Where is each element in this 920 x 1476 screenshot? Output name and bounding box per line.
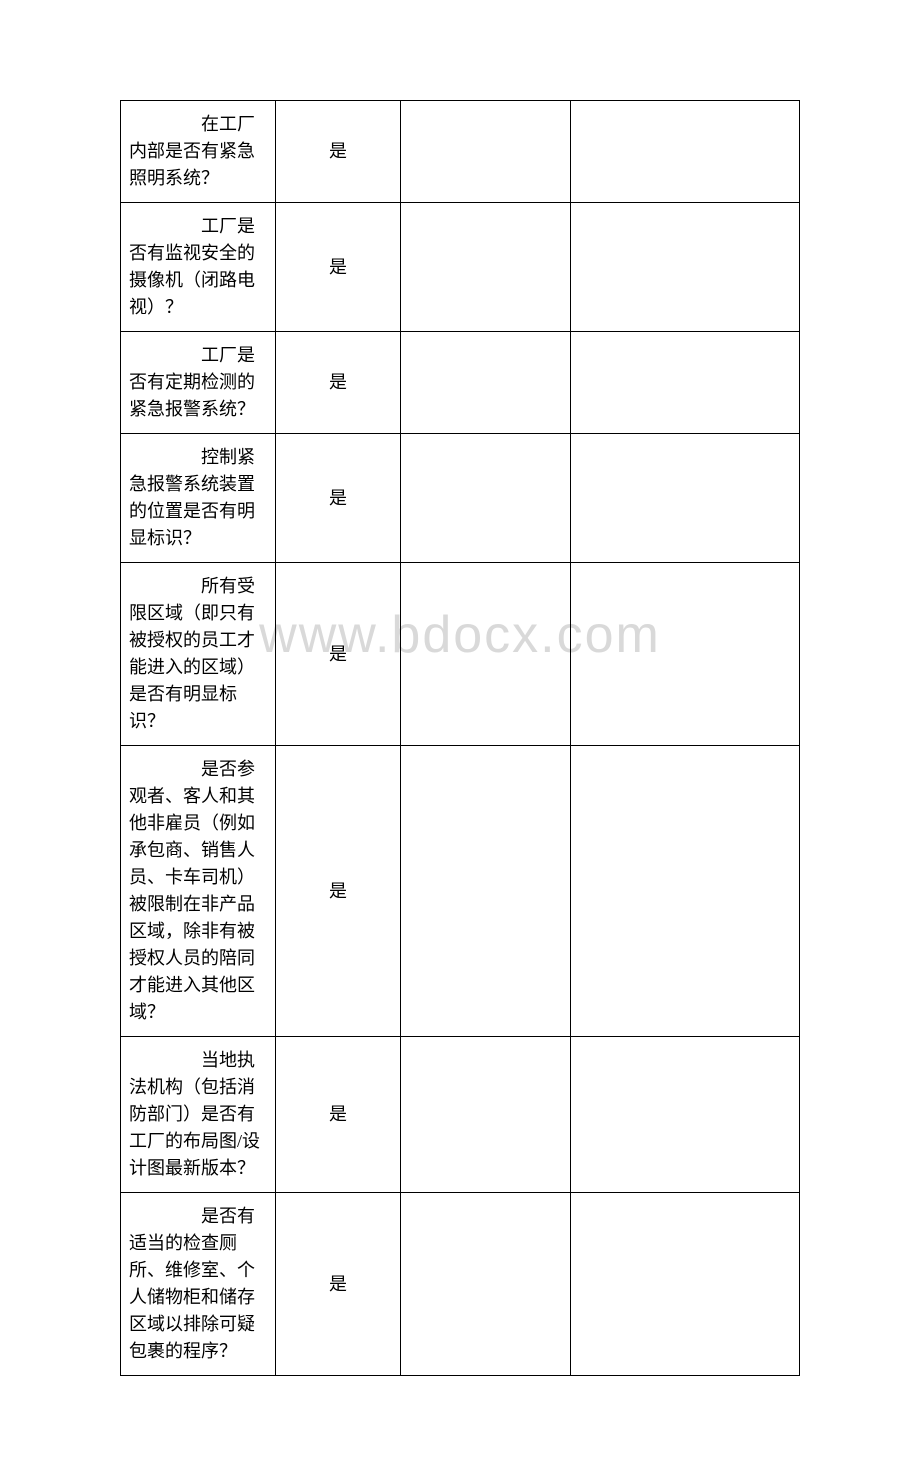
empty-cell bbox=[571, 563, 800, 746]
table-row: 是否参观者、客人和其他非雇员（例如承包商、销售人员、卡车司机）被限制在非产品区域… bbox=[121, 746, 800, 1037]
empty-cell bbox=[401, 332, 571, 434]
answer-cell: 是 bbox=[276, 203, 401, 332]
question-cell: 是否有适当的检查厕所、维修室、个人储物柜和储存区域以排除可疑包裹的程序？ bbox=[121, 1193, 276, 1376]
empty-cell bbox=[571, 1193, 800, 1376]
table-row: 工厂是否有定期检测的紧急报警系统？ 是 bbox=[121, 332, 800, 434]
question-cell: 在工厂内部是否有紧急照明系统？ bbox=[121, 101, 276, 203]
answer-cell: 是 bbox=[276, 746, 401, 1037]
empty-cell bbox=[571, 746, 800, 1037]
answer-cell: 是 bbox=[276, 563, 401, 746]
empty-cell bbox=[401, 563, 571, 746]
empty-cell bbox=[571, 1037, 800, 1193]
question-cell: 所有受限区域（即只有被授权的员工才能进入的区域）是否有明显标识？ bbox=[121, 563, 276, 746]
question-cell: 工厂是否有定期检测的紧急报警系统？ bbox=[121, 332, 276, 434]
table-row: 在工厂内部是否有紧急照明系统？ 是 bbox=[121, 101, 800, 203]
answer-cell: 是 bbox=[276, 332, 401, 434]
empty-cell bbox=[401, 434, 571, 563]
answer-cell: 是 bbox=[276, 101, 401, 203]
table-row: 所有受限区域（即只有被授权的员工才能进入的区域）是否有明显标识？ 是 bbox=[121, 563, 800, 746]
empty-cell bbox=[571, 203, 800, 332]
question-cell: 控制紧急报警系统装置的位置是否有明显标识？ bbox=[121, 434, 276, 563]
table-row: 工厂是否有监视安全的摄像机（闭路电视）？ 是 bbox=[121, 203, 800, 332]
empty-cell bbox=[571, 101, 800, 203]
answer-cell: 是 bbox=[276, 1193, 401, 1376]
empty-cell bbox=[571, 434, 800, 563]
table-body: 在工厂内部是否有紧急照明系统？ 是 工厂是否有监视安全的摄像机（闭路电视）？ 是… bbox=[121, 101, 800, 1376]
table-row: 控制紧急报警系统装置的位置是否有明显标识？ 是 bbox=[121, 434, 800, 563]
empty-cell bbox=[401, 1037, 571, 1193]
checklist-table: 在工厂内部是否有紧急照明系统？ 是 工厂是否有监视安全的摄像机（闭路电视）？ 是… bbox=[120, 100, 800, 1376]
answer-cell: 是 bbox=[276, 434, 401, 563]
empty-cell bbox=[571, 332, 800, 434]
question-cell: 当地执法机构（包括消防部门）是否有工厂的布局图/设计图最新版本？ bbox=[121, 1037, 276, 1193]
empty-cell bbox=[401, 203, 571, 332]
question-cell: 是否参观者、客人和其他非雇员（例如承包商、销售人员、卡车司机）被限制在非产品区域… bbox=[121, 746, 276, 1037]
empty-cell bbox=[401, 746, 571, 1037]
empty-cell bbox=[401, 101, 571, 203]
question-cell: 工厂是否有监视安全的摄像机（闭路电视）？ bbox=[121, 203, 276, 332]
answer-cell: 是 bbox=[276, 1037, 401, 1193]
empty-cell bbox=[401, 1193, 571, 1376]
table-row: 当地执法机构（包括消防部门）是否有工厂的布局图/设计图最新版本？ 是 bbox=[121, 1037, 800, 1193]
table-row: 是否有适当的检查厕所、维修室、个人储物柜和储存区域以排除可疑包裹的程序？ 是 bbox=[121, 1193, 800, 1376]
